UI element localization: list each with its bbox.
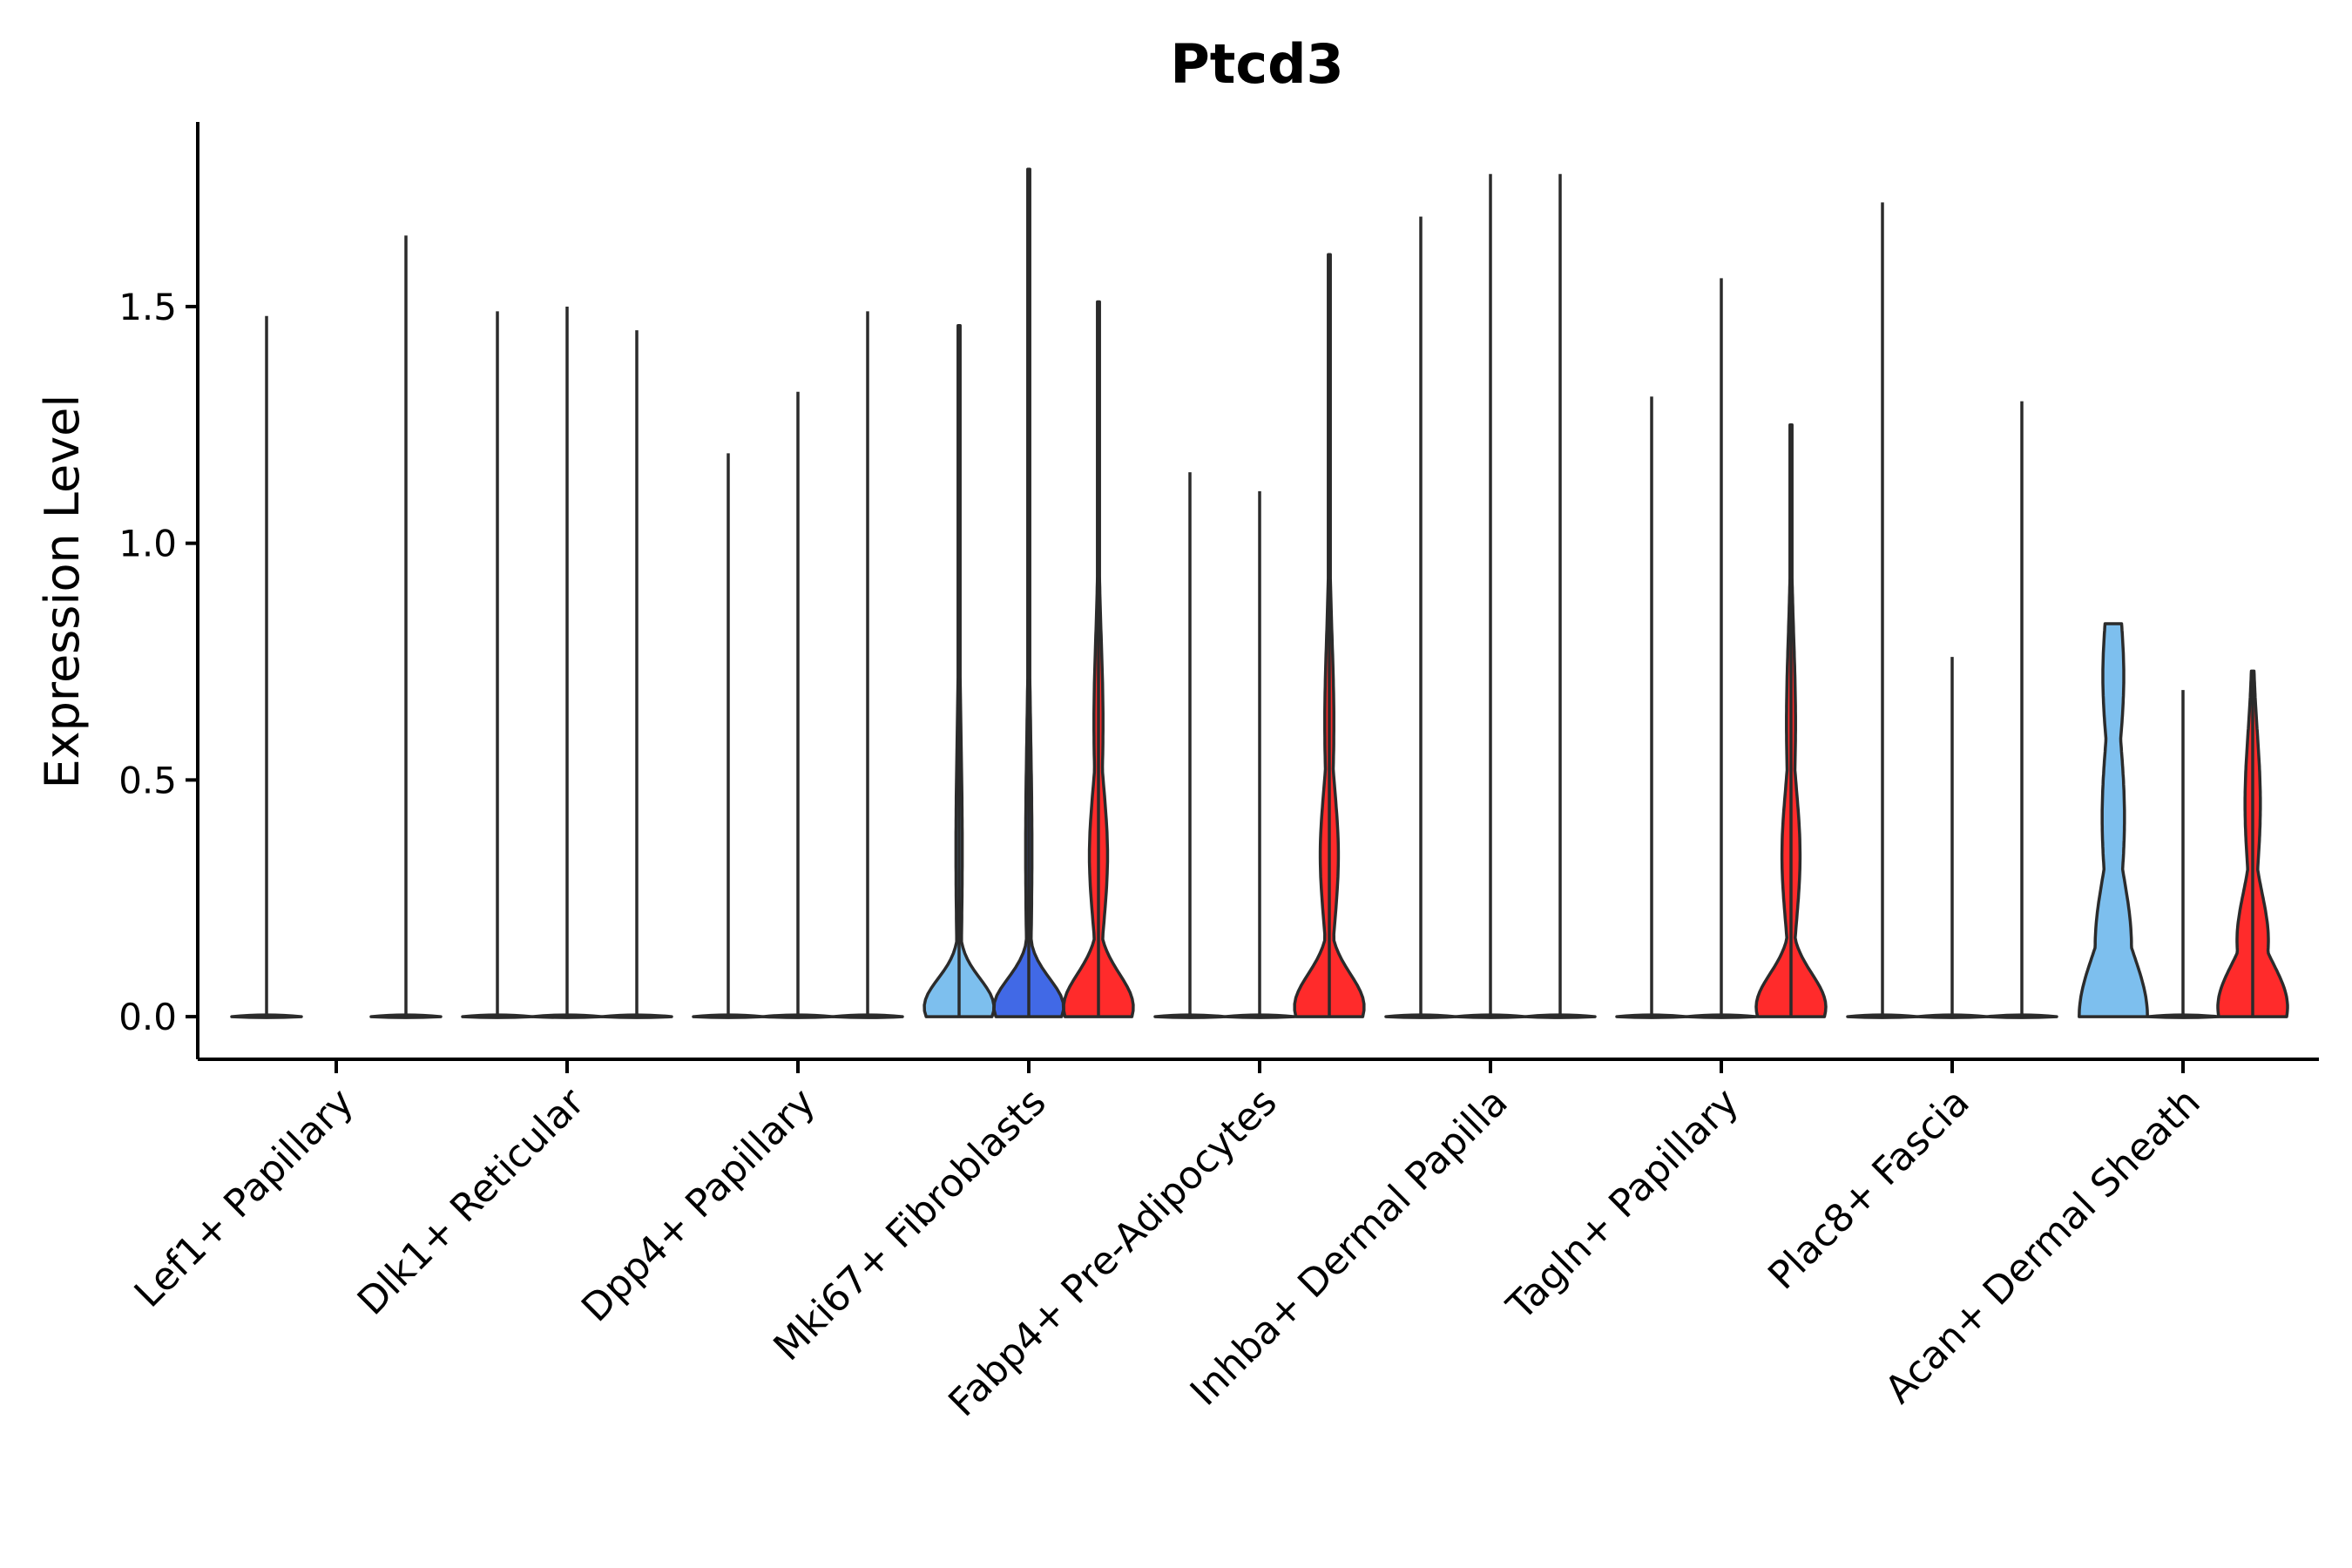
violin-dpp4-papillary-g3	[831, 311, 904, 1019]
violin-dpp4-papillary-g1	[692, 453, 765, 1019]
x-tick-label: Dpp4+ Papillary	[573, 1080, 824, 1331]
chart-title: Ptcd3	[1170, 32, 1343, 96]
violin-plac8-fascia-g3	[1985, 401, 2058, 1019]
violins-layer	[230, 167, 2289, 1019]
violin-lef1-papillary-g1	[230, 315, 303, 1019]
violin-dlk1-reticular-g1	[461, 311, 534, 1019]
x-tick-label: Plac8+ Fascia	[1760, 1080, 1978, 1299]
violin-inhba-dermal-papilla-g2	[1454, 173, 1527, 1019]
violin-body	[2078, 622, 2149, 1018]
violin-inhba-dermal-papilla-g1	[1384, 216, 1457, 1019]
x-tick-label: Lef1+ Papillary	[126, 1080, 362, 1316]
violin-tagln-papillary-g2	[1685, 278, 1758, 1019]
violin-dpp4-papillary-g2	[761, 391, 835, 1019]
y-axis-label: Expression Level	[35, 395, 90, 789]
violin-fabp4-pre-adipocytes-g3	[1293, 253, 1366, 1018]
y-tick-label: 1.5	[118, 286, 177, 328]
violin-dlk1-reticular-g3	[600, 330, 673, 1019]
violin-dlk1-reticular-g2	[531, 306, 604, 1019]
x-tick-label: Dlk1+ Reticular	[349, 1079, 594, 1324]
y-tick-label: 1.0	[118, 523, 177, 565]
violin-tagln-papillary-g3	[1754, 423, 1828, 1018]
violin-fabp4-pre-adipocytes-g2	[1223, 490, 1296, 1019]
violin-mki67-fibroblasts-g1	[923, 323, 996, 1018]
violin-acan-dermal-sheath-g2	[2146, 690, 2220, 1019]
violin-tagln-papillary-g1	[1615, 396, 1688, 1019]
violin-inhba-dermal-papilla-g3	[1524, 173, 1597, 1019]
y-axis-ticks: 0.0 0.5 1.0 1.5	[118, 286, 198, 1038]
violin-acan-dermal-sheath-g1	[2078, 622, 2149, 1018]
violin-lef1-papillary-g3	[369, 235, 443, 1019]
violin-plac8-fascia-g1	[1846, 202, 1919, 1019]
violin-fabp4-pre-adipocytes-g1	[1153, 472, 1227, 1019]
violin-plac8-fascia-g2	[1916, 657, 1989, 1019]
violin-mki67-fibroblasts-g3	[1062, 300, 1135, 1018]
y-tick-label: 0.5	[118, 759, 177, 801]
violin-mki67-fibroblasts-g2	[992, 167, 1065, 1018]
y-tick-label: 0.0	[118, 996, 177, 1038]
violin-acan-dermal-sheath-g3	[2216, 669, 2289, 1018]
x-tick-label: Tagln+ Papillary	[1498, 1080, 1747, 1329]
